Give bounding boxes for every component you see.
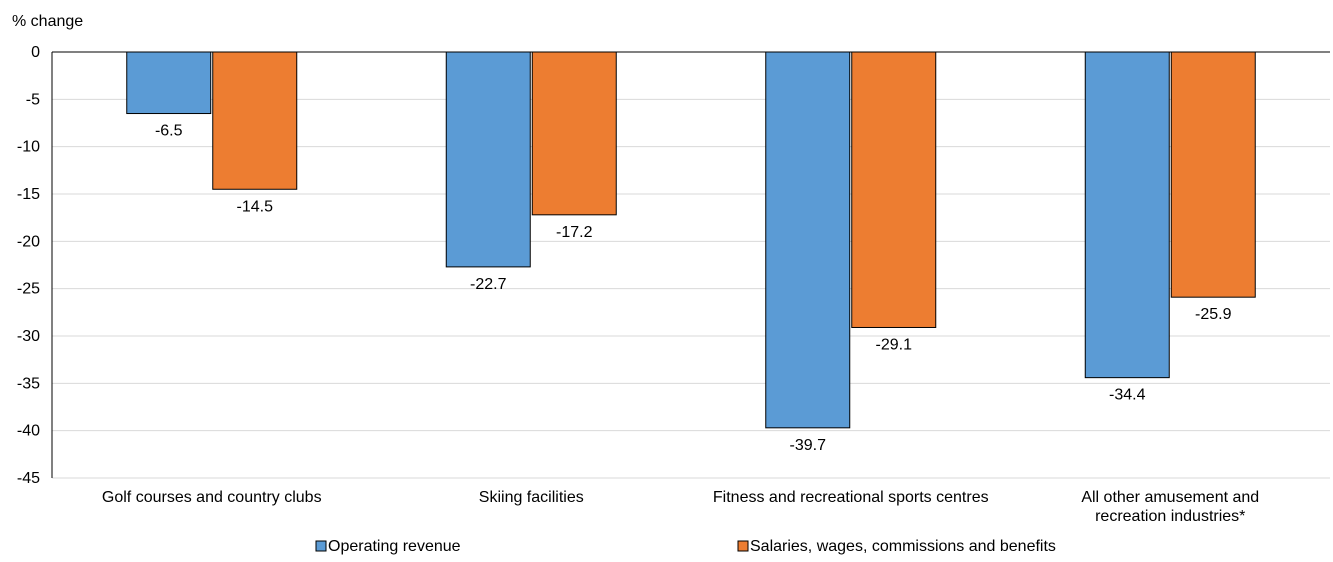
y-tick-label: -5 — [26, 91, 40, 108]
category-label: Golf courses and country clubs — [102, 489, 322, 506]
data-labels: -6.5 -14.5 -22.7 -17.2 -39.7 -29.1 -34.4 -25.9 — [155, 123, 1232, 454]
legend-swatch — [315, 540, 327, 552]
y-tick-label: 0 — [31, 44, 40, 61]
y-tick-label: -10 — [17, 139, 40, 156]
bar — [1170, 51, 1256, 298]
category-label-line: recreation industries* — [1095, 508, 1245, 525]
bar — [531, 51, 617, 216]
y-tick-label: -25 — [17, 281, 40, 298]
category-label-line: All other amusement and — [1081, 489, 1259, 506]
legend-entry: Operating revenue — [328, 538, 461, 555]
y-tick-label: -40 — [17, 423, 40, 440]
y-tick-label: -30 — [17, 328, 40, 345]
legend-entry: Salaries, wages, commissions and benefit… — [750, 538, 1056, 555]
bar — [765, 51, 851, 429]
data-label: -29.1 — [876, 336, 913, 353]
data-label: -39.7 — [790, 437, 827, 454]
data-label: -6.5 — [155, 123, 183, 140]
bars — [126, 51, 1256, 429]
y-tick-label: -20 — [17, 233, 40, 250]
data-label: -22.7 — [470, 276, 507, 293]
bar — [851, 51, 937, 328]
y-tick-label: -35 — [17, 375, 40, 392]
data-label: -34.4 — [1109, 387, 1146, 404]
category-label-line: Fitness and recreational sports centres — [713, 489, 989, 506]
category-label-line: Golf courses and country clubs — [102, 489, 322, 506]
y-axis-label: % change — [12, 13, 83, 30]
y-tick-label: -15 — [17, 186, 40, 203]
axes — [51, 51, 1330, 478]
category-label: Fitness and recreational sports centres — [713, 489, 989, 506]
bar — [212, 51, 298, 190]
y-tick-label: -45 — [17, 470, 40, 487]
data-label: -17.2 — [556, 224, 593, 241]
data-label: -14.5 — [237, 198, 274, 215]
data-label: -25.9 — [1195, 306, 1232, 323]
bar — [445, 51, 531, 268]
category-label: Skiing facilities — [479, 489, 584, 506]
y-tick-labels: 0 -5 -10 -15 -20 -25 -30 -35 -40 -45 — [17, 44, 40, 487]
bar — [1084, 51, 1170, 379]
legend-swatch — [737, 540, 749, 552]
legend: Operating revenue Salaries, wages, commis… — [315, 538, 1056, 555]
category-label-line: Skiing facilities — [479, 489, 584, 506]
category-labels: Golf courses and country clubs Skiing fac… — [102, 489, 1259, 525]
category-label: All other amusement and recreation indust… — [1081, 489, 1259, 525]
bar — [126, 51, 212, 115]
